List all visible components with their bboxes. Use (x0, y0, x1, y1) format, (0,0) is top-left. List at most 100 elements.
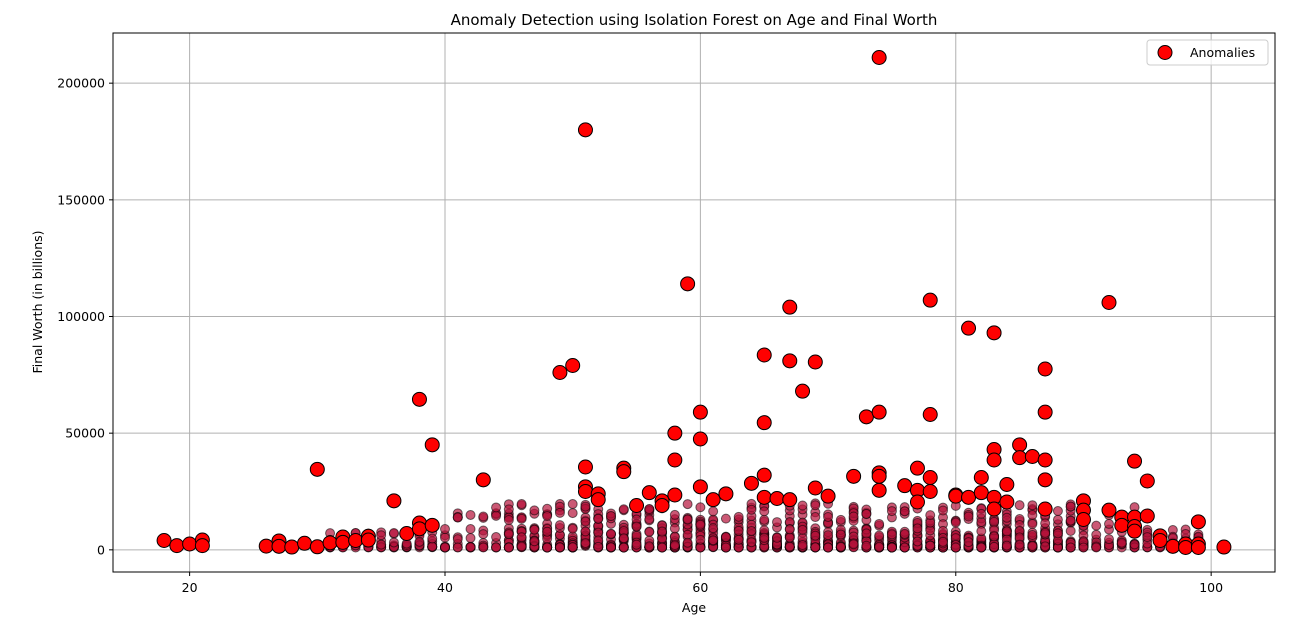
anomaly-point (335, 534, 351, 550)
anomaly-point (424, 437, 440, 453)
anomaly-point (756, 347, 772, 363)
anomaly-point (909, 494, 925, 510)
anomaly-point (1139, 473, 1155, 489)
anomaly-point (692, 404, 708, 420)
anomaly-point (871, 50, 887, 65)
anomaly-point (348, 533, 364, 548)
anomaly-point (1012, 437, 1028, 453)
chart-title: Anomaly Detection using Isolation Forest… (451, 11, 938, 29)
anomaly-point (577, 122, 593, 138)
anomaly-point (846, 468, 862, 484)
anomaly-point (871, 404, 887, 420)
anomaly-point (922, 407, 938, 422)
anomaly-point (1178, 540, 1194, 555)
anomaly-point (590, 492, 606, 508)
anomaly-point (756, 467, 772, 483)
anomaly-point (258, 538, 274, 554)
anomaly-point (871, 468, 887, 484)
anomaly-point (565, 358, 581, 373)
anomaly-point (322, 535, 338, 551)
anomaly-point (973, 470, 989, 485)
anomaly-point (1127, 453, 1143, 469)
anomaly-point (552, 365, 568, 380)
anomaly-point (718, 486, 734, 502)
anomaly-point (1037, 404, 1053, 420)
anomaly-point (654, 498, 670, 513)
anomaly-point (577, 459, 593, 475)
anomaly-point (858, 409, 874, 425)
y-tick-label: 50000 (65, 426, 105, 441)
x-tick-label: 20 (182, 580, 198, 595)
anomaly-point (1190, 514, 1206, 530)
anomaly-point (1152, 533, 1168, 548)
anomaly-point (156, 533, 172, 548)
anomaly-point (807, 354, 823, 370)
y-tick-label: 150000 (57, 192, 105, 207)
anomaly-point (986, 325, 1002, 341)
anomaly-point (284, 539, 300, 555)
anomaly-point (820, 488, 836, 504)
anomaly-point (756, 415, 772, 431)
anomaly-point (577, 484, 593, 499)
anomaly-point (1037, 452, 1053, 468)
anomaly-point (411, 521, 427, 537)
x-tick-label: 80 (948, 580, 964, 595)
anomaly-point (1037, 501, 1053, 517)
anomaly-point (1101, 502, 1117, 518)
anomaly-point (948, 488, 964, 504)
anomaly-point (194, 538, 210, 554)
legend-label-anomalies: Anomalies (1190, 45, 1255, 60)
anomaly-point (922, 470, 938, 485)
anomaly-point (807, 480, 823, 496)
anomaly-point (667, 487, 683, 503)
anomaly-point (692, 431, 708, 447)
anomaly-point (386, 493, 402, 509)
normal-points (325, 498, 1204, 553)
anomaly-point (424, 517, 440, 533)
anomaly-point (961, 320, 977, 336)
anomaly-point (1037, 361, 1053, 377)
anomaly-point (360, 532, 376, 548)
anomaly-point (1024, 449, 1040, 464)
anomaly-point (692, 479, 708, 495)
anomaly-point (1216, 539, 1232, 555)
anomaly-point (629, 498, 645, 513)
anomaly-point (1139, 508, 1155, 524)
axes-frame (112, 32, 1276, 573)
anomaly-point (667, 425, 683, 441)
anomaly-point (922, 292, 938, 308)
x-tick-label: 100 (1199, 580, 1223, 595)
anomaly-point (297, 535, 313, 551)
anomaly-point (973, 485, 989, 501)
y-tick-label: 100000 (57, 309, 105, 324)
anomaly-point (475, 472, 491, 488)
y-axis-ticks: 0 50000 100000 150000 200000 (57, 76, 113, 557)
anomaly-point (182, 536, 198, 552)
anomaly-points (156, 50, 1232, 555)
anomaly-point (782, 492, 798, 508)
anomaly-point (999, 494, 1015, 510)
anomaly-point (641, 485, 657, 501)
anomaly-point (616, 464, 632, 480)
anomaly-point (399, 526, 415, 541)
anomaly-point (999, 477, 1015, 492)
anomaly-point (782, 353, 798, 369)
grid-lines (113, 33, 1275, 572)
anomaly-point (1012, 450, 1028, 466)
anomaly-point (986, 501, 1002, 517)
anomaly-point (782, 299, 798, 315)
anomaly-point (271, 538, 287, 554)
anomaly-point (743, 475, 759, 491)
anomaly-point (169, 538, 185, 554)
y-axis-label: Final Worth (in billions) (30, 230, 45, 373)
anomaly-point (1101, 295, 1117, 310)
anomaly-point (1037, 472, 1053, 488)
legend: Anomalies (1146, 39, 1269, 66)
anomaly-point (1127, 523, 1143, 539)
anomaly-point (756, 489, 772, 505)
y-tick-label: 0 (97, 542, 105, 557)
anomaly-point (1075, 512, 1091, 527)
anomaly-point (961, 489, 977, 505)
